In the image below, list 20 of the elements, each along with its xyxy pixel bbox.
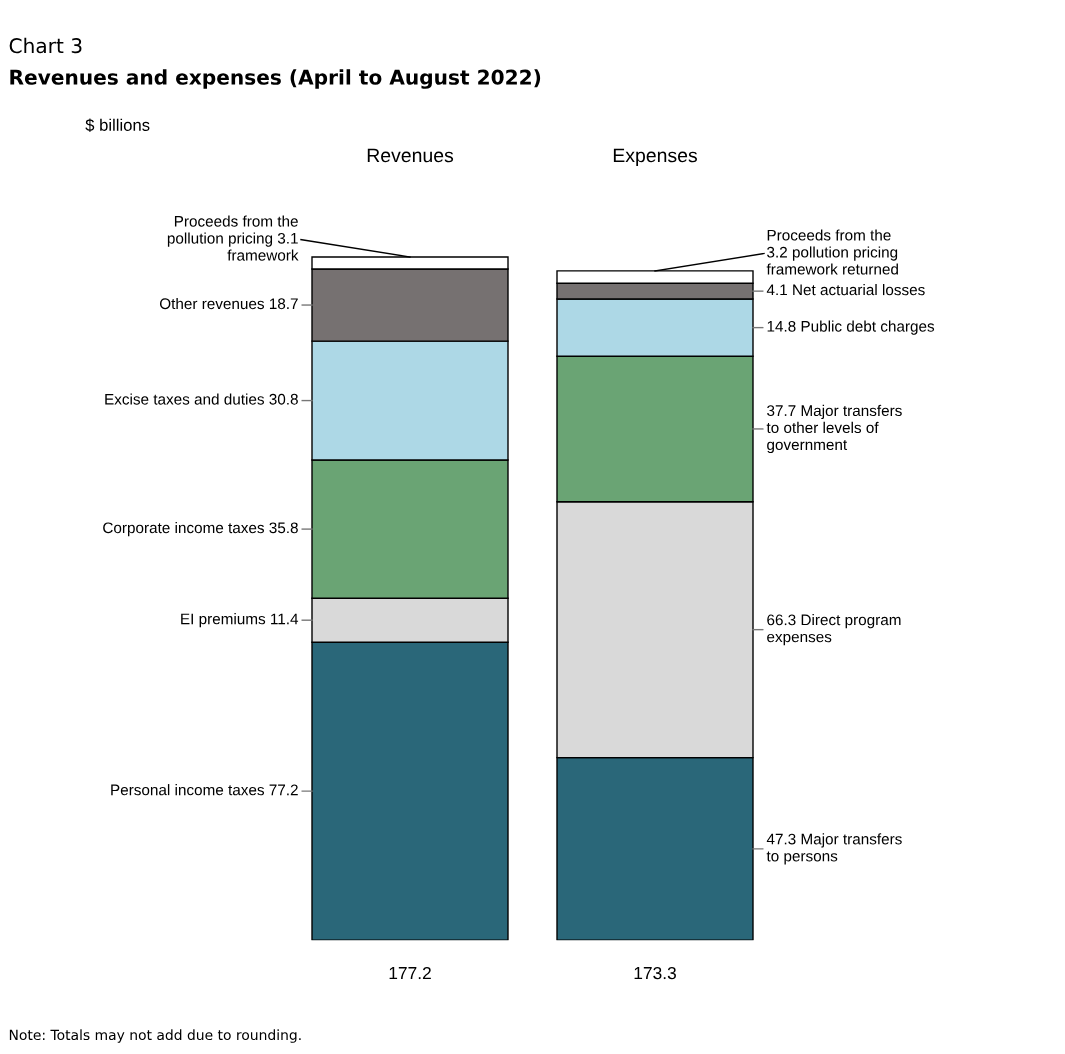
data-label: 14.8 Public debt charges [767,320,935,335]
data-label: 47.3 Major transfers to persons [766,833,902,865]
data-label: Excise taxes and duties 30.8 [105,393,298,405]
data-label: Proceeds from the 3.2 pollution pricing framework returned [766,229,898,275]
data-label: 37.7 Major transfers to other levels of government [766,404,902,454]
data-label: Proceeds from the pollution pricing 3.1 framework [167,215,299,261]
data-label: Corporate income taxes 35.8 [103,521,298,537]
data-label: Other revenues 18.7 [159,297,298,310]
total-label: 177.2 [389,966,431,980]
total-label: 173.3 [634,966,676,980]
data-label: 4.1 Net actuarial losses [766,284,925,296]
data-label: EI premiums 11.4 [181,613,299,628]
text: Note: Totals may not add due to rounding. [9,1029,301,1043]
data-label: 66.3 Direct program expenses [767,614,901,646]
text: $ billions [85,118,150,132]
x-tick-label: Expenses [613,148,697,167]
data-label: Personal income taxes 77.2 [111,784,298,796]
chart-subtitle: Revenues and expenses (April to August 2022) [10,69,541,89]
text: Chart 3 [9,37,82,54]
x-tick-label: Revenues [367,148,454,163]
